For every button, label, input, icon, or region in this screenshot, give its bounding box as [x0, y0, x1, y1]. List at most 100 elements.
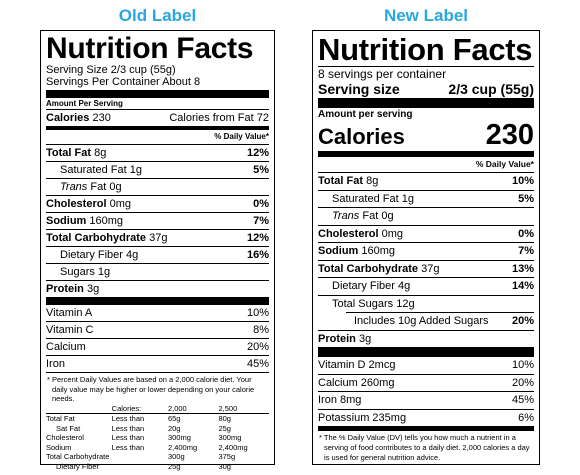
cell: 80g: [218, 414, 231, 423]
cell: 300mg: [167, 433, 191, 442]
cell: 25g: [167, 461, 181, 471]
nutrient-row: Dietary Fiber 4g 16%: [46, 246, 269, 263]
name: Dietary Fiber: [332, 280, 395, 292]
name: Total Carbohydrate: [318, 262, 419, 275]
rule: [46, 90, 269, 98]
amount: 3g: [358, 332, 372, 345]
calories-row: Calories 230: [318, 121, 534, 151]
name: Total Carbohydrate: [46, 232, 147, 244]
vitamin-row: Vitamin C 8%: [46, 321, 269, 338]
nutrient-row: Cholesterol 0mg 0%: [46, 195, 269, 212]
name-italic: Trans: [332, 210, 360, 222]
cell: Dietary Fiber: [56, 461, 99, 471]
servings: Servings Per Container About 8: [46, 76, 201, 88]
nutrient-row: Cholesterol 0mg 0%: [318, 224, 534, 243]
mineral-row: Vitamin D 2mcg 10%: [318, 357, 534, 374]
cell: Sat Fat: [56, 423, 81, 433]
cell: Cholesterol: [46, 433, 84, 442]
name: Saturated Fat: [332, 192, 399, 205]
amount: 1g: [401, 192, 414, 205]
dv: 12%: [246, 147, 269, 159]
nutrient-row: Trans Fat 0g: [46, 178, 269, 195]
name: Total Fat: [318, 175, 364, 187]
servings: 8 servings per container: [318, 66, 534, 81]
name: Cholesterol: [46, 198, 107, 210]
cell: 20g: [167, 423, 181, 433]
rule: [318, 426, 534, 431]
name: Includes 10g Added Sugars: [354, 315, 489, 327]
dv: 7%: [253, 215, 269, 227]
rule: [318, 347, 534, 357]
nutrient-row: Saturated Fat 1g 5%: [46, 161, 269, 178]
amount: 160mg: [89, 215, 124, 227]
name-italic: Trans: [60, 181, 88, 193]
calories-row: Calories 230 Calories from Fat 72: [46, 109, 269, 126]
rule: [318, 151, 534, 157]
amount: 12g: [396, 297, 415, 310]
dv: 6%: [518, 411, 534, 424]
cell: Less than: [111, 423, 145, 433]
amount: 4g: [398, 280, 411, 292]
dv-header: % Daily Value*: [475, 159, 534, 169]
nutrient-row: Total Carbohydrate 37g 13%: [318, 259, 534, 278]
cell: 375g: [218, 452, 236, 461]
dv: 5%: [518, 192, 534, 205]
nutrient-row: Sodium 160mg 7%: [46, 212, 269, 229]
nutrient-row: Protein 3g: [46, 280, 269, 297]
name: Calcium: [46, 341, 86, 353]
dv: 5%: [253, 164, 269, 176]
heading: New Label: [383, 6, 469, 25]
nutrient-row: Sodium 160mg 7%: [318, 242, 534, 260]
name: Protein: [318, 332, 356, 345]
amount: 0g: [381, 210, 394, 222]
dv: 0%: [518, 227, 534, 240]
name: Potassium: [318, 411, 370, 424]
vitamin-row: Iron 45%: [46, 355, 269, 372]
amount: 3g: [86, 283, 100, 295]
serving-size-row: Serving size 2/3 cup (55g): [318, 81, 534, 97]
amount: 0g: [109, 181, 122, 193]
amount-per-serving: Amount per serving: [318, 109, 413, 120]
dv-header: % Daily Value*: [214, 132, 269, 141]
mineral-row: Calcium 260mg 20%: [318, 373, 534, 392]
nutrient-row: Total Sugars 12g: [318, 294, 534, 313]
old-label: Nutrition Facts Serving Size 2/3 cup (55…: [40, 30, 275, 471]
amount: 160mg: [361, 245, 396, 257]
name: Fat: [90, 181, 107, 193]
amount: 8g: [366, 175, 379, 187]
cell: 2,400mg: [218, 442, 248, 452]
dv: 0%: [253, 198, 269, 210]
nutrient-row: Includes 10g Added Sugars 20%: [346, 312, 534, 330]
calories-label: Calories: [46, 112, 90, 124]
vitamin-row: Vitamin A 10%: [46, 305, 269, 321]
vitamin-row: Calcium 20%: [46, 338, 269, 355]
dv: 45%: [246, 358, 269, 370]
new-label: Nutrition Facts 8 servings per container…: [312, 30, 540, 465]
cell: 300g: [167, 452, 185, 461]
cell: 30g: [218, 461, 231, 471]
mineral-row: Potassium 235mg 6%: [318, 408, 534, 427]
nutrient-row: Protein 3g: [318, 329, 534, 348]
name: Fat: [362, 210, 379, 222]
nutrient-row: Total Fat 8g 10%: [318, 172, 534, 190]
amount: 8g: [94, 147, 107, 159]
footnote: * The % Daily Value (DV) tells you how m…: [319, 433, 530, 462]
calories: 230: [485, 119, 534, 151]
name: Sodium: [46, 215, 87, 227]
cell: Sodium: [46, 442, 72, 452]
calories-from-fat: Calories from Fat 72: [169, 112, 269, 124]
name: Cholesterol: [318, 227, 379, 240]
dv: 13%: [511, 262, 534, 275]
cell: 25g: [218, 423, 231, 433]
cell: Total Fat: [46, 414, 75, 423]
name: Dietary Fiber: [60, 249, 123, 261]
amount: 4g: [126, 249, 139, 261]
rule: [46, 126, 269, 130]
name: Saturated Fat: [60, 164, 127, 176]
nutrient-row: Sugars 1g: [46, 263, 269, 280]
daily-table: Calories: 2,000 2,500 Total Fat Less than 65…: [46, 404, 269, 472]
rule: [318, 98, 534, 108]
nutrient-row: Saturated Fat 1g 5%: [318, 189, 534, 208]
cell: Calories:: [111, 403, 142, 413]
